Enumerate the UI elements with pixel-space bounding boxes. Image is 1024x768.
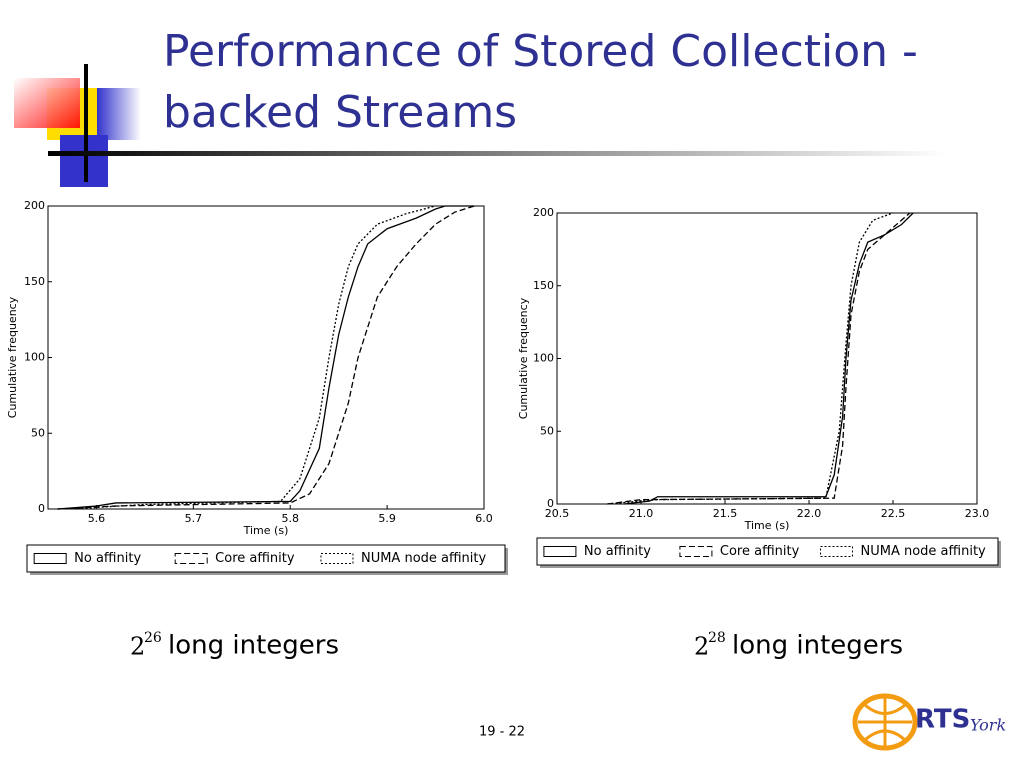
- y-tick-label: 200: [24, 199, 45, 212]
- logo: RTS York: [852, 693, 1006, 751]
- logo-text: RTS: [915, 705, 970, 735]
- x-tick-label: 22.0: [797, 507, 822, 520]
- y-tick-label: 150: [24, 275, 45, 288]
- x-tick-label: 20.5: [545, 507, 570, 520]
- legend-swatch: [820, 546, 854, 557]
- plot-frame: [47, 205, 485, 510]
- legend-swatch: [33, 553, 67, 564]
- slide-title: backed Streams: [163, 87, 517, 138]
- decoration: [14, 64, 948, 187]
- x-axis-label: Time (s): [243, 524, 289, 537]
- x-tick-label: 23.0: [965, 507, 990, 520]
- x-tick-label: 22.5: [881, 507, 906, 520]
- caption-base: 2: [694, 633, 709, 661]
- legend-swatch: [320, 553, 354, 564]
- x-tick-label: 5.6: [88, 512, 106, 525]
- caption-exponent: 28: [708, 630, 726, 646]
- legend-label: NUMA node affinity: [861, 544, 987, 559]
- series-line: [57, 205, 436, 510]
- y-tick-label: 100: [533, 352, 554, 365]
- plot-frame: [556, 212, 978, 505]
- y-tick-label: 0: [38, 502, 45, 515]
- x-tick-label: 5.9: [378, 512, 396, 525]
- page-number: 19 - 22: [479, 725, 525, 740]
- y-tick-label: 50: [31, 426, 45, 439]
- y-tick-label: 100: [24, 351, 45, 364]
- x-tick-label: 21.0: [629, 507, 654, 520]
- legend-label: NUMA node affinity: [361, 551, 487, 566]
- y-axis-label: Cumulative frequency: [6, 296, 19, 418]
- legend-label: Core affinity: [215, 551, 295, 566]
- caption-exponent: 26: [144, 630, 162, 646]
- caption: long integers: [168, 631, 339, 661]
- legend-label: No affinity: [74, 551, 141, 566]
- legend: [26, 544, 506, 573]
- series-line: [57, 205, 475, 510]
- x-tick-label: 6.0: [475, 512, 493, 525]
- legend: [536, 537, 999, 566]
- y-axis-label: Cumulative frequency: [517, 297, 530, 419]
- x-tick-label: 5.7: [185, 512, 203, 525]
- caption-base: 2: [130, 633, 145, 661]
- series-line: [57, 205, 475, 510]
- legend-swatch: [174, 553, 208, 564]
- logo-subtext: York: [970, 716, 1006, 735]
- series-line: [607, 212, 911, 505]
- legend-swatch: [543, 546, 577, 557]
- y-tick-label: 50: [540, 424, 554, 437]
- slide-title: Performance of Stored Collection -: [163, 26, 918, 77]
- series-line: [624, 212, 914, 505]
- x-tick-label: 21.5: [713, 507, 738, 520]
- legend-swatch: [679, 546, 713, 557]
- legend-label: No affinity: [584, 544, 651, 559]
- y-tick-label: 200: [533, 206, 554, 219]
- caption: long integers: [732, 631, 903, 661]
- x-tick-label: 5.8: [281, 512, 299, 525]
- y-tick-label: 0: [547, 497, 554, 510]
- x-axis-label: Time (s): [744, 519, 790, 532]
- y-tick-label: 150: [533, 279, 554, 292]
- legend-label: Core affinity: [720, 544, 800, 559]
